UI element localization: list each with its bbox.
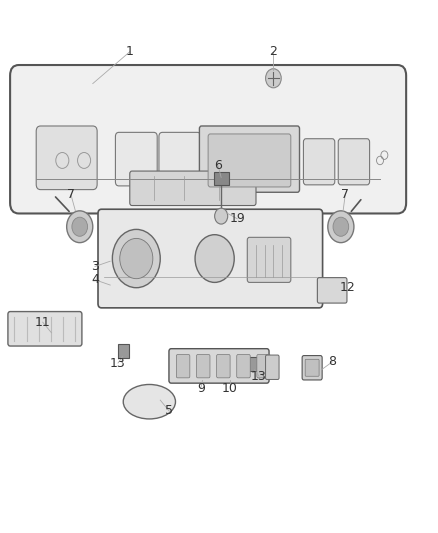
Circle shape xyxy=(113,229,160,288)
FancyBboxPatch shape xyxy=(197,354,210,378)
Circle shape xyxy=(328,211,354,243)
Text: 7: 7 xyxy=(341,189,349,201)
Text: 7: 7 xyxy=(67,189,75,201)
Ellipse shape xyxy=(123,384,176,419)
FancyBboxPatch shape xyxy=(304,139,335,185)
FancyBboxPatch shape xyxy=(8,312,82,346)
FancyBboxPatch shape xyxy=(302,356,322,380)
Text: 3: 3 xyxy=(91,260,99,273)
FancyBboxPatch shape xyxy=(265,355,279,379)
Text: 11: 11 xyxy=(35,316,51,329)
Text: 13: 13 xyxy=(251,370,267,383)
Text: 12: 12 xyxy=(339,281,355,294)
FancyBboxPatch shape xyxy=(217,354,230,378)
Text: 1: 1 xyxy=(126,45,134,58)
FancyBboxPatch shape xyxy=(169,349,269,383)
Text: 19: 19 xyxy=(230,212,245,225)
FancyBboxPatch shape xyxy=(10,65,406,214)
Circle shape xyxy=(215,208,228,224)
FancyBboxPatch shape xyxy=(338,139,370,185)
FancyBboxPatch shape xyxy=(116,132,157,186)
FancyBboxPatch shape xyxy=(237,354,250,378)
FancyBboxPatch shape xyxy=(214,172,229,185)
Circle shape xyxy=(72,217,88,236)
Text: 9: 9 xyxy=(197,382,205,395)
FancyBboxPatch shape xyxy=(257,354,270,378)
FancyBboxPatch shape xyxy=(249,357,260,371)
FancyBboxPatch shape xyxy=(305,359,319,376)
Circle shape xyxy=(265,69,281,88)
Circle shape xyxy=(333,217,349,236)
Circle shape xyxy=(195,235,234,282)
Text: 6: 6 xyxy=(214,159,222,172)
FancyBboxPatch shape xyxy=(247,237,291,282)
Text: 10: 10 xyxy=(222,382,238,395)
FancyBboxPatch shape xyxy=(159,132,201,186)
FancyBboxPatch shape xyxy=(199,126,300,192)
Text: 5: 5 xyxy=(165,404,173,417)
FancyBboxPatch shape xyxy=(36,126,97,190)
Text: 2: 2 xyxy=(269,45,277,58)
FancyBboxPatch shape xyxy=(177,354,190,378)
Text: 4: 4 xyxy=(91,273,99,286)
Circle shape xyxy=(67,211,93,243)
FancyBboxPatch shape xyxy=(130,171,256,206)
Text: 8: 8 xyxy=(328,356,336,368)
FancyBboxPatch shape xyxy=(208,134,291,187)
FancyBboxPatch shape xyxy=(318,278,347,303)
FancyBboxPatch shape xyxy=(118,344,129,358)
Circle shape xyxy=(120,238,153,279)
Text: 13: 13 xyxy=(110,357,126,369)
FancyBboxPatch shape xyxy=(98,209,322,308)
